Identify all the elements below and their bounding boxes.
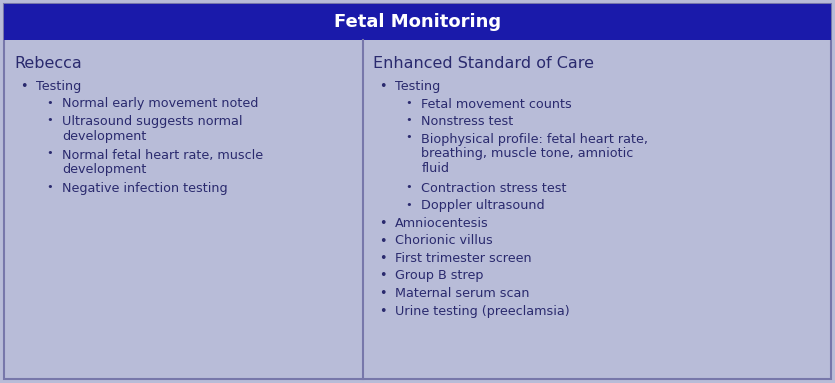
- Text: Doppler ultrasound: Doppler ultrasound: [421, 200, 545, 213]
- Text: •: •: [405, 182, 412, 192]
- Text: •: •: [405, 133, 412, 142]
- Text: •: •: [20, 80, 28, 93]
- Text: •: •: [46, 115, 53, 125]
- Text: •: •: [46, 182, 53, 192]
- Text: Biophysical profile: fetal heart rate,
breathing, muscle tone, amniotic
fluid: Biophysical profile: fetal heart rate, b…: [421, 133, 648, 175]
- Text: Urine testing (preeclamsia): Urine testing (preeclamsia): [395, 304, 569, 318]
- Text: Group B strep: Group B strep: [395, 270, 483, 283]
- Text: Nonstress test: Nonstress test: [421, 115, 514, 128]
- Text: Fetal movement counts: Fetal movement counts: [421, 98, 572, 111]
- Text: Normal early movement noted: Normal early movement noted: [62, 98, 258, 111]
- Text: Enhanced Standard of Care: Enhanced Standard of Care: [373, 56, 595, 71]
- Text: Testing: Testing: [36, 80, 81, 93]
- Text: •: •: [46, 98, 53, 108]
- Text: •: •: [379, 80, 387, 93]
- Text: Normal fetal heart rate, muscle
development: Normal fetal heart rate, muscle developm…: [62, 149, 263, 177]
- Text: •: •: [405, 200, 412, 210]
- Text: Negative infection testing: Negative infection testing: [62, 182, 228, 195]
- Text: Ultrasound suggests normal
development: Ultrasound suggests normal development: [62, 115, 242, 143]
- Text: Amniocentesis: Amniocentesis: [395, 217, 489, 230]
- Text: •: •: [405, 98, 412, 108]
- Text: •: •: [379, 217, 387, 230]
- Text: Testing: Testing: [395, 80, 441, 93]
- Text: •: •: [379, 234, 387, 247]
- Text: Maternal serum scan: Maternal serum scan: [395, 287, 529, 300]
- Text: •: •: [46, 149, 53, 159]
- Text: Chorionic villus: Chorionic villus: [395, 234, 493, 247]
- Text: •: •: [379, 270, 387, 283]
- Text: •: •: [379, 304, 387, 318]
- Text: Fetal Monitoring: Fetal Monitoring: [334, 13, 501, 31]
- Text: •: •: [379, 287, 387, 300]
- Text: Rebecca: Rebecca: [14, 56, 82, 71]
- Bar: [4, 4, 831, 40]
- Text: Contraction stress test: Contraction stress test: [421, 182, 567, 195]
- Text: •: •: [379, 252, 387, 265]
- Text: •: •: [405, 115, 412, 125]
- Text: First trimester screen: First trimester screen: [395, 252, 532, 265]
